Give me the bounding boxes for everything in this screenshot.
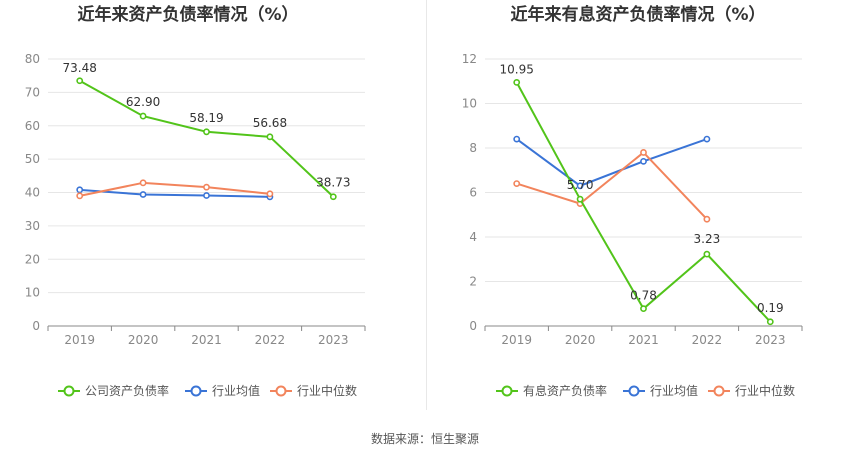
data-point-3 (203, 183, 210, 191)
y-tick-label: 80 (25, 52, 40, 66)
data-point-1 (329, 193, 337, 201)
data-point-2 (576, 182, 584, 190)
y-tick-label: 10 (462, 97, 477, 111)
data-label: 56.68 (253, 116, 287, 130)
chart-title: 近年来有息资产负债率情况（%） (510, 4, 765, 25)
data-point-1 (513, 78, 521, 86)
legend-marker (63, 385, 75, 397)
data-point-2 (139, 191, 147, 198)
data-point-3 (266, 190, 274, 198)
series-line-2 (79, 188, 270, 198)
data-label: 3.23 (694, 232, 721, 246)
legend-item-1: 有息资产负债率 (496, 383, 607, 398)
data-point-3 (139, 179, 147, 187)
data-label: 58.19 (189, 111, 223, 125)
x-tick-label: 2020 (128, 333, 159, 347)
data-point-2 (513, 135, 521, 143)
x-tick-label: 2021 (628, 333, 659, 347)
y-tick-label: 10 (25, 286, 40, 300)
y-tick-label: 4 (469, 230, 477, 244)
series-line-1 (515, 81, 772, 323)
legend-item-1: 公司资产负债率 (58, 383, 169, 398)
data-point-2 (640, 157, 647, 165)
legend-marker (275, 385, 287, 397)
legend-marker (190, 385, 202, 397)
chart-title: 近年来资产负债率情况（%） (77, 4, 298, 25)
y-tick-label: 20 (25, 252, 40, 266)
data-point-1 (703, 250, 711, 258)
x-tick-label: 2023 (755, 333, 786, 347)
series-line-2 (516, 138, 708, 187)
legend-label: 公司资产负债率 (85, 383, 169, 398)
x-tick-label: 2022 (255, 333, 286, 347)
legend-label: 行业中位数 (735, 383, 795, 398)
data-label: 5.70 (567, 178, 594, 192)
data-label: 73.48 (63, 61, 97, 75)
x-tick-label: 2021 (191, 333, 222, 347)
x-tick-label: 2019 (501, 333, 532, 347)
data-point-2 (703, 135, 711, 143)
data-label: 10.95 (500, 62, 534, 76)
legend-marker (501, 385, 513, 397)
data-point-1 (139, 112, 147, 120)
legend-item-2: 行业均值 (185, 383, 260, 398)
data-source-note: 数据来源：恒生聚源 (370, 432, 479, 446)
data-point-2 (76, 186, 84, 194)
x-tick-label: 2020 (565, 333, 596, 347)
y-tick-label: 70 (25, 85, 40, 99)
data-point-3 (640, 149, 647, 156)
panel-divider (426, 0, 427, 410)
data-point-3 (513, 180, 521, 187)
data-point-1 (576, 195, 584, 203)
data-point-1 (203, 128, 210, 136)
data-point-3 (76, 192, 84, 200)
x-tick-label: 2022 (692, 333, 723, 347)
legend-marker (713, 385, 725, 397)
data-point-2 (203, 192, 210, 199)
y-tick-label: 12 (462, 52, 477, 66)
y-tick-label: 30 (25, 219, 40, 233)
y-tick-label: 6 (469, 186, 477, 200)
data-label: 62.90 (126, 95, 160, 109)
legend-item-3: 行业中位数 (270, 383, 357, 398)
legend-label: 行业均值 (212, 383, 260, 398)
data-point-1 (766, 318, 774, 326)
x-tick-label: 2019 (64, 333, 95, 347)
series-line-1 (79, 79, 334, 198)
data-point-1 (76, 77, 84, 85)
data-point-1 (640, 305, 647, 313)
y-tick-label: 50 (25, 152, 40, 166)
legend-marker (628, 385, 640, 397)
legend-item-3: 行业中位数 (708, 383, 795, 398)
y-tick-label: 0 (469, 319, 477, 333)
y-tick-label: 8 (469, 141, 477, 155)
legend-item-2: 行业均值 (623, 383, 698, 398)
y-tick-label: 0 (32, 319, 40, 333)
y-tick-label: 40 (25, 186, 40, 200)
legend-label: 行业中位数 (297, 383, 357, 398)
data-label: 0.78 (630, 289, 657, 303)
data-point-3 (703, 215, 711, 223)
series-line-3 (79, 181, 271, 197)
data-label: 0.19 (757, 301, 784, 315)
series-line-3 (516, 151, 708, 220)
x-tick-label: 2023 (318, 333, 349, 347)
legend-label: 有息资产负债率 (523, 383, 607, 398)
data-label: 38.73 (316, 176, 350, 190)
legend-label: 行业均值 (650, 383, 698, 398)
chart-2: 近年来有息资产负债率情况（%） 0 2 4 6 8 10 12 2019 2020 2021 2022… (462, 4, 803, 398)
y-tick-label: 60 (25, 119, 40, 133)
y-tick-label: 2 (469, 275, 477, 289)
data-point-1 (266, 133, 274, 141)
chart-1: 近年来资产负债率情况（%） 0 10 20 30 40 50 60 70 80 2019 2020 20… (25, 4, 366, 398)
